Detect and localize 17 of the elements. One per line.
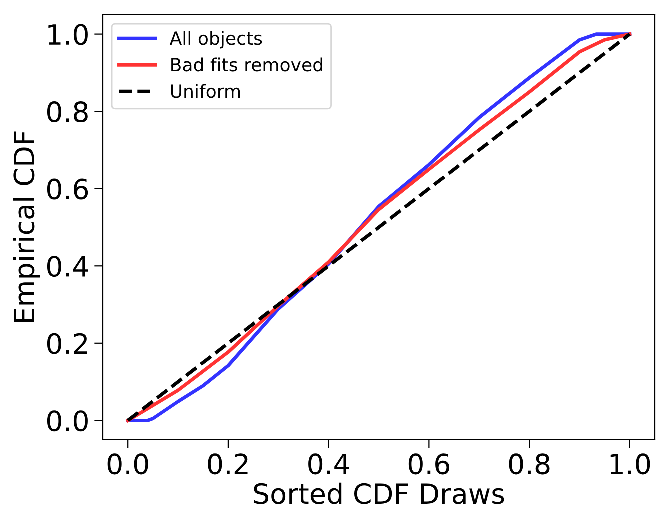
y-tick-label: 0.6 — [47, 178, 88, 200]
x-tick-label: 0.2 — [208, 454, 248, 475]
x-tick-label: 1.0 — [610, 454, 650, 475]
x-tick-label: 0.0 — [108, 454, 148, 475]
legend-label: Bad fits removed — [172, 58, 322, 72]
legend-label: All objects — [170, 31, 262, 49]
y-tick-label: 0.0 — [47, 410, 88, 432]
x-tick-label: 0.6 — [408, 454, 450, 475]
x-tick-label: 0.4 — [308, 454, 350, 475]
y-tick-label: 1.0 — [48, 24, 88, 46]
x-tick-label: 0.8 — [509, 454, 550, 475]
y-axis-title: Empirical CDF — [13, 132, 40, 322]
y-tick-label: 0.8 — [47, 102, 88, 123]
y-tick-label: 0.4 — [47, 256, 88, 278]
x-axis-title: Sorted CDF Draws — [254, 482, 504, 504]
y-tick-label: 0.2 — [47, 333, 88, 354]
legend-label: Uniform — [171, 84, 240, 98]
